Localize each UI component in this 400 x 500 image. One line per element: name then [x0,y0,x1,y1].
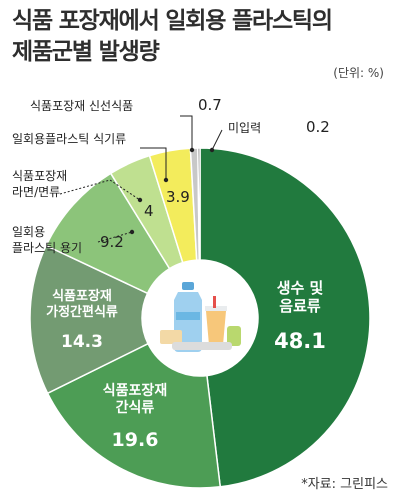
chart-title: 식품 포장재에서 일회용 플라스틱의 제품군별 발생량 [12,6,392,68]
slice-2-name-line-0: 식품포장재 [52,288,112,304]
slice-4-value: 4 [144,202,154,220]
chart-title-line-2: 제품군별 발생량 [12,39,160,65]
slice-4-name-line-0: 식품포장재 [12,169,67,183]
leader-line-7 [211,129,223,151]
leader-line-6 [180,115,193,150]
leader-line-4 [59,179,141,201]
slice-6-name-line-0: 식품포장재 신선식품 [30,99,133,113]
leader-dot-4 [137,197,143,203]
center-illustration [144,262,256,374]
slice-7 [197,147,201,261]
slice-1-name-line-0: 식품포장재 [103,382,167,399]
slice-3-name-line-0: 일회용 [12,225,45,239]
slice-6-value: 0.7 [198,96,222,114]
slice-3-name-line-1: 플라스틱 용기 [12,241,82,255]
slice-1 [46,342,222,489]
leader-dot-7 [209,147,215,153]
leader-dot-6 [189,147,195,153]
slice-7-value: 0.2 [306,118,330,136]
slice-5-name-line-0: 일회용플라스틱 식기류 [12,132,126,146]
donut-slices [29,147,371,489]
slice-1-name-line-1: 간식류 [116,399,155,416]
unit-label: (단위: %) [333,66,384,80]
slice-0-name-line-1: 음료류 [279,297,321,315]
slice-0-name-line-0: 생수 및 [277,279,324,297]
slice-5-value: 3.9 [166,188,190,206]
chart-title-line-1: 식품 포장재에서 일회용 플라스틱의 [12,8,333,34]
slice-2 [29,244,149,395]
slice-1-value: 19.6 [112,429,159,451]
leader-line-5 [140,147,167,180]
slice-4-name-line-1: 라면/면류 [12,185,60,199]
slice-0 [199,147,371,488]
slice-0-value: 48.1 [274,329,326,353]
leader-line-3 [97,231,133,243]
leader-dot-3 [129,229,135,235]
cup-icon [205,296,227,345]
slice-labels: 생수 및음료류48.1식품포장재간식류19.6식품포장재가정간편식류14.3일회… [12,96,330,451]
slice-2-name-line-1: 가정간편식류 [46,304,118,320]
container-icon [160,326,241,350]
slice-3-value: 9.2 [100,233,124,251]
leader-lines [59,115,223,243]
leader-dot-5 [163,177,169,183]
source-note: *자료: 그린피스 [301,477,388,492]
slice-7-name-line-0: 미입력 [228,121,261,135]
slice-2-value: 14.3 [61,332,103,352]
